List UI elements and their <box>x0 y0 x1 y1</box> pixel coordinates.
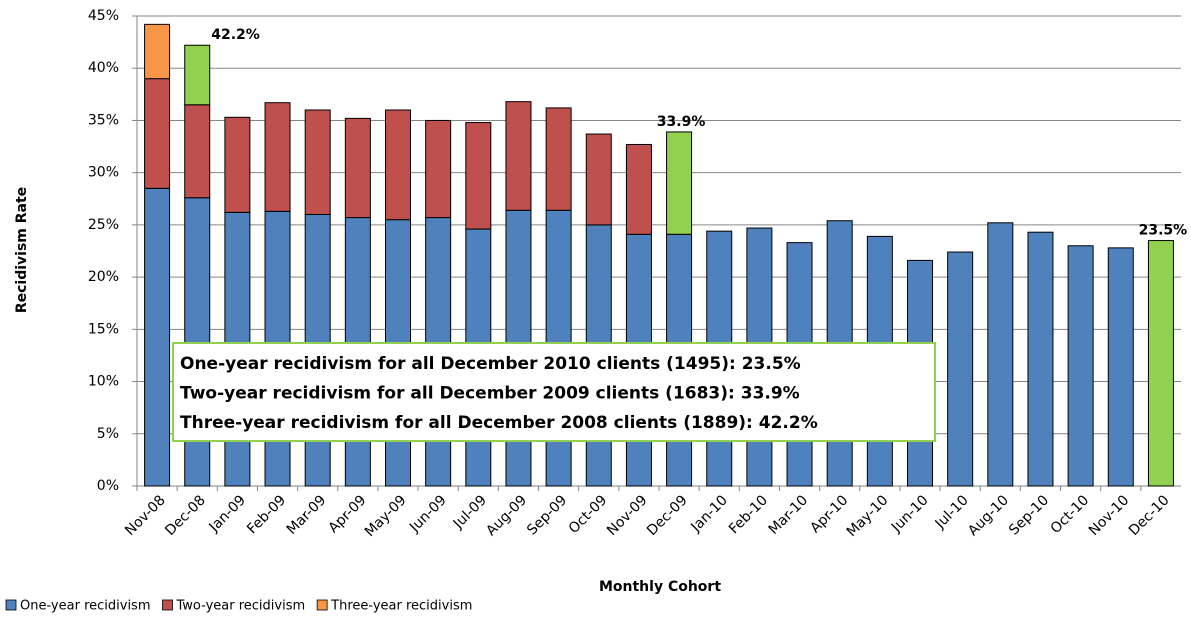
bar-segment <box>666 131 693 235</box>
x-tick-label: Nov-08 <box>122 492 169 539</box>
bar-segment <box>1107 247 1134 487</box>
x-tick-label: Aug-10 <box>965 492 1012 539</box>
legend-swatch <box>5 599 17 611</box>
y-tick-label: 45% <box>88 8 119 24</box>
y-axis-title: Recidivism Rate <box>14 187 30 313</box>
x-tick-label: Nov-09 <box>604 492 651 539</box>
x-tick-label: Oct-09 <box>566 492 611 537</box>
x-tick-label: Sep-10 <box>1006 492 1052 538</box>
y-tick-label: 20% <box>88 269 119 285</box>
y-tick-label: 10% <box>88 374 119 390</box>
y-tick-label: 5% <box>97 426 119 442</box>
bar-segment <box>545 107 572 211</box>
x-tick-label: May-09 <box>362 492 410 540</box>
x-axis-title: Monthly Cohort <box>599 579 721 595</box>
bar-segment <box>144 187 171 487</box>
y-tick-label: 30% <box>88 165 119 181</box>
bar-segment <box>625 143 652 235</box>
legend-label: Three-year recidivism <box>330 599 472 614</box>
x-tick-label: Mar-09 <box>284 492 330 538</box>
legend-swatch <box>316 599 328 611</box>
bar-segment <box>184 44 211 106</box>
x-tick-label: Jun-10 <box>888 492 932 536</box>
data-label: 23.5% <box>1139 223 1188 239</box>
bar-segment <box>264 102 291 212</box>
data-label: 33.9% <box>657 114 706 130</box>
y-tick-label: 15% <box>88 321 119 337</box>
bar-segment <box>184 197 211 487</box>
y-tick-label: 40% <box>88 60 119 76</box>
text-box-line: Two-year recidivism for all December 200… <box>180 384 800 404</box>
y-tick-label: 25% <box>88 217 119 233</box>
x-tick-label: Dec-10 <box>1126 492 1173 539</box>
y-tick-label: 35% <box>88 112 119 128</box>
data-label: 42.2% <box>211 27 260 43</box>
text-box <box>172 342 936 442</box>
x-tick-label: Dec-08 <box>162 492 209 539</box>
bar-segment <box>465 122 492 230</box>
x-tick-label: Nov-10 <box>1086 492 1133 539</box>
text-box-line: One-year recidivism for all December 201… <box>180 354 801 374</box>
x-tick-label: May-10 <box>844 492 892 540</box>
legend-label: One-year recidivism <box>20 599 151 614</box>
bar-segment <box>344 117 371 219</box>
x-tick-label: Jan-10 <box>687 492 730 535</box>
x-tick-label: Jun-09 <box>406 492 450 536</box>
bar-segment <box>1027 231 1054 487</box>
bar-segment <box>585 133 612 226</box>
bar-segment <box>184 104 211 199</box>
bar-segment <box>947 251 974 487</box>
bar-segment <box>144 23 171 80</box>
x-tick-label: Oct-10 <box>1048 492 1093 537</box>
bar-segment <box>505 101 532 211</box>
text-box-line: Three-year recidivism for all December 2… <box>180 413 818 433</box>
x-tick-label: Feb-09 <box>244 492 289 537</box>
bar-segment <box>385 109 411 221</box>
bar-segment <box>425 119 452 219</box>
legend-swatch <box>162 599 173 611</box>
legend-label: Two-year recidivism <box>176 599 306 614</box>
x-tick-label: Sep-09 <box>524 492 570 538</box>
x-tick-label: Dec-09 <box>644 492 691 539</box>
bar-segment <box>987 222 1014 487</box>
x-tick-label: Jan-09 <box>206 492 249 535</box>
x-tick-label: Aug-09 <box>483 492 530 539</box>
bar-segment <box>1067 245 1094 487</box>
x-tick-label: Feb-10 <box>726 492 771 537</box>
bar-segment <box>1147 240 1174 487</box>
y-tick-label: 0% <box>97 478 119 494</box>
x-tick-label: Mar-10 <box>766 492 812 538</box>
bar-segment <box>304 109 331 215</box>
bar-segment <box>224 116 251 213</box>
bar-segment <box>144 78 171 189</box>
